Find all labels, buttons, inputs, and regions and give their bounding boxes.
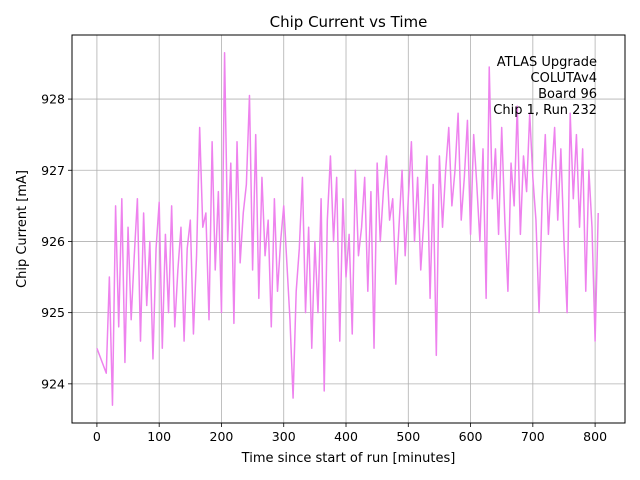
- y-tick-label: 925: [41, 305, 65, 320]
- grid: [72, 35, 625, 423]
- y-tick-label: 927: [41, 163, 65, 178]
- y-tick-label: 924: [41, 376, 65, 391]
- y-tick-label: 926: [41, 234, 65, 249]
- annotation-line-2: COLUTAv4: [531, 71, 597, 86]
- x-tick-label: 400: [334, 429, 358, 444]
- y-tick-label: 928: [41, 92, 65, 107]
- x-tick-label: 800: [583, 429, 607, 444]
- annotation-box: ATLAS Upgrade COLUTAv4 Board 96 Chip 1, …: [493, 55, 597, 118]
- x-tick-label: 200: [210, 429, 234, 444]
- chart-title: Chip Current vs Time: [270, 13, 428, 31]
- x-tick-label: 500: [396, 429, 420, 444]
- x-tick-label: 0: [93, 429, 101, 444]
- plot-frame: [71, 34, 626, 424]
- annotation-line-3: Board 96: [538, 87, 597, 102]
- x-axis-label: Time since start of run [minutes]: [241, 451, 456, 466]
- annotation-line-4: Chip 1, Run 232: [493, 103, 597, 118]
- x-tick-label: 600: [459, 429, 483, 444]
- y-axis-label: Chip Current [mA]: [15, 170, 30, 288]
- ticks: 0 100 200 300 400 500 600 700 800 924 925 926 927 928: [41, 92, 607, 444]
- x-tick-label: 300: [272, 429, 296, 444]
- series-line: [96, 52, 599, 406]
- annotation-line-1: ATLAS Upgrade: [497, 55, 597, 70]
- series-layer: [96, 52, 599, 406]
- x-tick-label: 100: [147, 429, 171, 444]
- x-tick-label: 700: [521, 429, 545, 444]
